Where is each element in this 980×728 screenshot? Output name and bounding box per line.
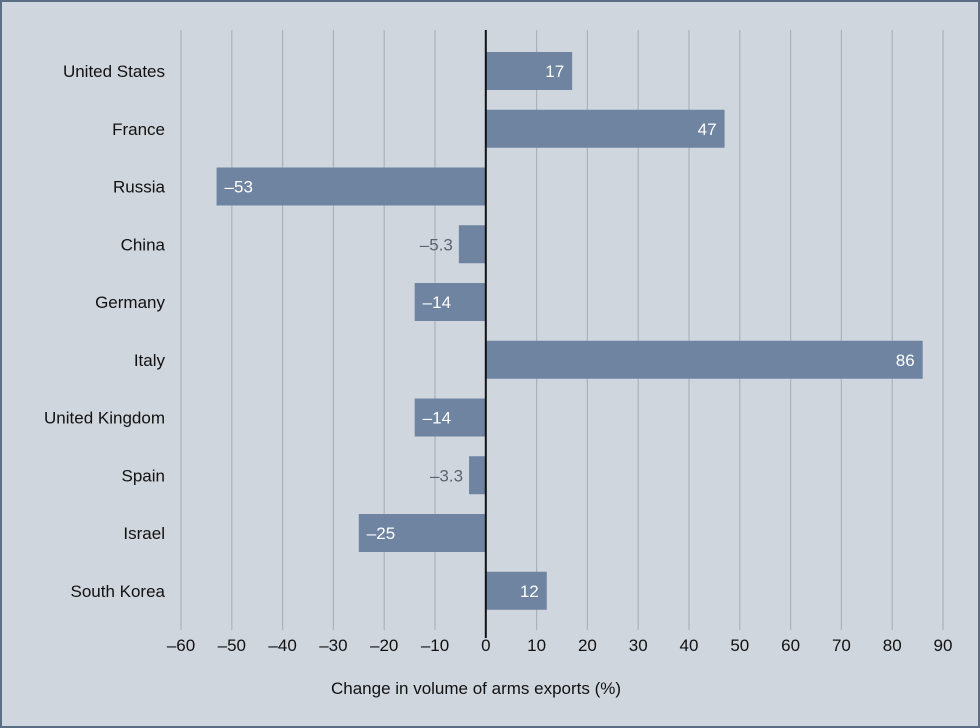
category-label: Germany <box>95 293 165 312</box>
data-label: –3.3 <box>430 466 463 485</box>
data-label: 47 <box>698 120 717 139</box>
tick-label: 0 <box>481 636 490 655</box>
tick-label: 80 <box>883 636 902 655</box>
tick-label: 40 <box>680 636 699 655</box>
tick-label: –60 <box>167 636 195 655</box>
tick-label: 50 <box>730 636 749 655</box>
tick-label: 90 <box>934 636 953 655</box>
data-label: –14 <box>423 409 451 428</box>
bar <box>485 109 725 148</box>
category-label: United Kingdom <box>44 409 165 428</box>
data-label: 86 <box>896 351 915 370</box>
tick-label: 70 <box>832 636 851 655</box>
tick-label: 10 <box>527 636 546 655</box>
category-labels: United States France Russia China Germany Ita… <box>44 62 166 601</box>
tick-label: –10 <box>421 636 449 655</box>
category-label: South Korea <box>70 582 165 601</box>
bar <box>485 340 923 379</box>
category-label: China <box>121 235 166 254</box>
bar <box>458 225 486 264</box>
category-label: Israel <box>123 524 165 543</box>
data-label: –53 <box>225 178 253 197</box>
tick-label: –20 <box>370 636 398 655</box>
x-axis-title: Change in volume of arms exports (%) <box>331 679 621 698</box>
tick-label: 30 <box>629 636 648 655</box>
tick-label: 20 <box>578 636 597 655</box>
tick-label: –50 <box>218 636 246 655</box>
category-label: France <box>112 120 165 139</box>
tick-label: 60 <box>781 636 800 655</box>
bar <box>485 52 573 90</box>
category-label: United States <box>63 62 165 81</box>
data-label: 12 <box>520 582 539 601</box>
bar <box>414 398 486 437</box>
category-label: Italy <box>134 351 166 370</box>
tick-label: –30 <box>319 636 347 655</box>
data-label: –5.3 <box>420 235 453 254</box>
bar <box>414 283 486 321</box>
bar <box>216 167 486 206</box>
bars <box>216 52 923 610</box>
bar <box>469 456 486 495</box>
bar <box>485 571 547 610</box>
value-labels: 17 47 –53 –5.3 –14 86 –14 –3.3 –25 12 <box>225 62 915 601</box>
data-label: –14 <box>423 293 451 312</box>
bar <box>358 514 486 552</box>
data-label: –25 <box>367 524 395 543</box>
tick-label: –40 <box>268 636 296 655</box>
category-label: Spain <box>122 466 165 485</box>
data-label: 17 <box>545 62 564 81</box>
tick-labels: –60 –50 –40 –30 –20 –10 0 10 20 30 40 50 60 70 80 90 <box>167 636 953 655</box>
category-label: Russia <box>113 178 166 197</box>
